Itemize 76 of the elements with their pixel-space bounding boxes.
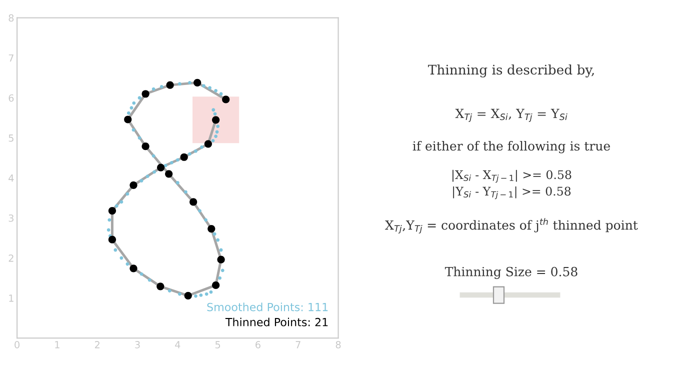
text: |X$_{Si}$ - X$_{Tj−1}$| >= 0.58 [452, 170, 572, 183]
point [108, 206, 116, 215]
point [106, 228, 110, 232]
point [138, 136, 142, 140]
point [178, 82, 182, 86]
point [204, 140, 212, 148]
point [176, 158, 180, 162]
point [178, 292, 182, 296]
point [152, 154, 156, 158]
text: X$_{Tj}$ = X$_{Si}$, Y$_{Tj}$ = Y$_{Si}$ [455, 108, 568, 122]
point [152, 170, 156, 174]
point [200, 145, 204, 149]
text: Thinning is described by, [428, 64, 594, 78]
point [152, 87, 156, 91]
point [199, 294, 203, 297]
point [198, 209, 202, 212]
text: |Y$_{Si}$ - Y$_{Tj−1}$| >= 0.58 [453, 186, 571, 200]
point [166, 81, 174, 89]
point [212, 281, 220, 290]
point [216, 124, 220, 128]
point [132, 128, 136, 132]
point [190, 198, 198, 206]
point [222, 96, 230, 104]
point [194, 149, 198, 153]
point [130, 106, 134, 110]
point [156, 164, 165, 172]
text: X$_{Tj}$,Y$_{Tj}$ = coordinates of j$^{th}$ thinned point [385, 218, 638, 234]
point [215, 130, 219, 134]
point [120, 200, 124, 204]
point [212, 108, 216, 112]
point [146, 174, 150, 178]
point [142, 90, 150, 98]
text: Thinning Size = 0.58 [444, 266, 578, 279]
point [194, 78, 202, 86]
point [211, 139, 215, 142]
point [165, 170, 173, 178]
point [176, 181, 180, 184]
point [170, 161, 174, 164]
point [138, 96, 142, 100]
point [142, 142, 150, 150]
point [219, 92, 223, 96]
point [212, 232, 216, 236]
point [184, 190, 188, 194]
point [214, 134, 218, 138]
point [180, 153, 188, 161]
point [213, 112, 217, 116]
point [212, 116, 220, 124]
text: Thinned Points: 21 [225, 318, 328, 326]
series-label: Smoothed Points: 111 [207, 302, 328, 312]
point [218, 276, 222, 280]
point [126, 111, 130, 115]
point [108, 236, 116, 244]
point [220, 268, 224, 272]
point [132, 101, 136, 105]
point [188, 80, 192, 84]
point [114, 204, 118, 208]
point [168, 289, 172, 293]
point [208, 224, 216, 233]
point [156, 282, 164, 290]
point [160, 84, 164, 88]
point [188, 152, 192, 156]
point [208, 86, 212, 90]
point [130, 264, 138, 272]
point [184, 292, 192, 300]
point [140, 179, 144, 182]
point [217, 256, 225, 264]
point [202, 84, 206, 88]
point [124, 116, 132, 124]
point [216, 238, 220, 242]
text: if either of the following is true [412, 140, 610, 154]
point [108, 218, 112, 222]
point [164, 164, 168, 168]
point [204, 218, 208, 222]
point [130, 181, 138, 189]
point [194, 294, 198, 298]
point [214, 88, 218, 92]
